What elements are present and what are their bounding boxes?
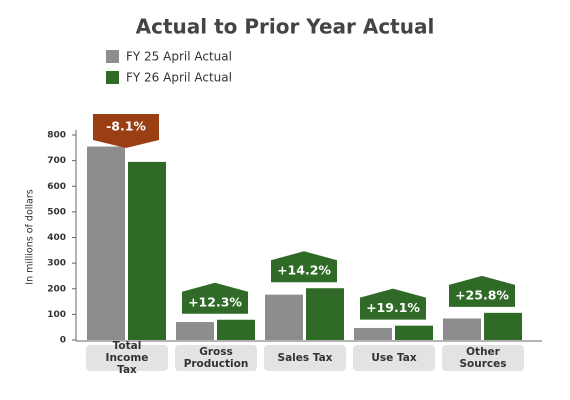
y-tick-label: 500 (47, 207, 66, 217)
change-badge (93, 114, 159, 148)
bar (176, 322, 214, 340)
change-label: -8.1% (106, 119, 146, 134)
bar (443, 318, 481, 340)
change-badge (271, 251, 337, 283)
legend-label: FY 25 April Actual (126, 50, 232, 64)
x-tick-label: Use Tax (353, 345, 435, 371)
bar (354, 327, 392, 340)
bar (217, 319, 255, 340)
bar (128, 161, 166, 340)
x-tick-label: Gross Production (175, 345, 257, 371)
y-tick-label: 700 (47, 156, 66, 166)
y-tick-label: 600 (47, 182, 66, 192)
y-tick-label: 800 (47, 131, 66, 141)
x-tick-label: Sales Tax (264, 345, 346, 371)
y-tick-label: 200 (47, 284, 66, 294)
bar (87, 146, 125, 340)
y-tick-label: 0 (60, 336, 66, 346)
change-badge (182, 282, 248, 314)
legend-label: FY 26 April Actual (126, 71, 232, 85)
x-tick-label: Other Sources (442, 345, 524, 371)
change-label: +12.3% (188, 294, 242, 309)
bar (484, 312, 522, 340)
x-tick-label: Total Income Tax (86, 340, 168, 376)
bar (306, 288, 344, 340)
bar (395, 325, 433, 340)
change-badge (360, 288, 426, 320)
y-tick-label: 300 (47, 259, 66, 269)
change-label: +14.2% (277, 263, 331, 278)
chart-title: Actual to Prior Year Actual (136, 15, 435, 39)
bar (265, 294, 303, 340)
legend-swatch (106, 50, 119, 63)
change-label: +19.1% (366, 300, 420, 315)
change-label: +25.8% (455, 287, 509, 302)
y-tick-label: 400 (47, 233, 66, 243)
change-badge (449, 275, 515, 307)
y-axis-label: In millions of dollars (25, 189, 36, 284)
y-tick-label: 100 (47, 310, 66, 320)
legend-swatch (106, 71, 119, 84)
